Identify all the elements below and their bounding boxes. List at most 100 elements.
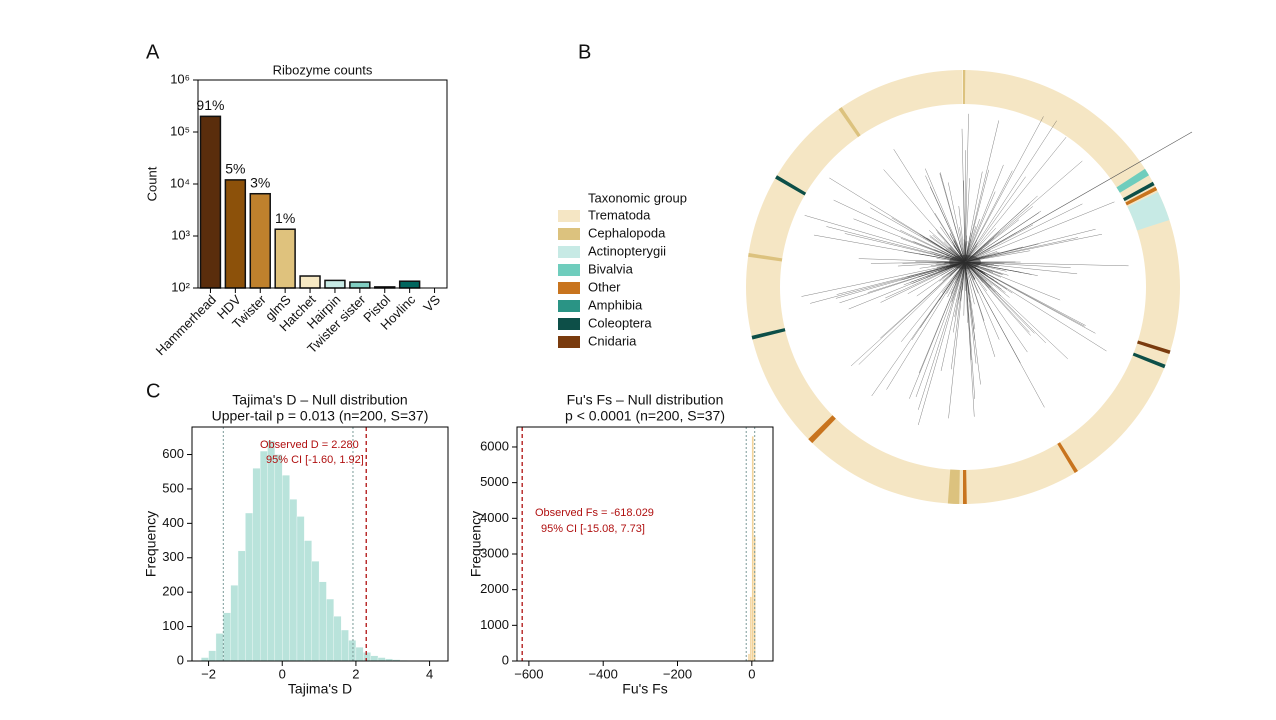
tree-branch [964,113,969,263]
tree-branch [964,261,1071,268]
axes-frame [191,426,449,662]
x-tick-label: −2 [201,666,216,681]
histogram-bar [363,652,371,662]
axes-frame [516,426,774,662]
tree-branch [964,261,1028,353]
histogram-bar [208,650,217,662]
ring-segment [775,175,807,196]
tree-branch [810,261,966,304]
tree-branch [964,210,1042,263]
ring-segment [1137,340,1171,355]
y-tick-label: 10² [171,279,190,294]
ring-segment [1123,181,1155,202]
y-axis-label: Frequency [468,511,484,577]
histogram-bar [230,585,239,662]
tree-branch [839,261,966,304]
legend-label: Other [588,279,621,294]
tree-branch [964,261,977,364]
tree-branch [925,175,966,263]
tree-branch [880,261,966,339]
tree-branch [964,261,996,357]
ring-segment [751,328,786,340]
tree-branch [964,191,996,263]
ring-segment [963,70,966,105]
bar [349,281,371,289]
histogram-bar [252,468,261,662]
bar [299,275,321,289]
y-tick-label: 0 [177,652,184,667]
y-axis-label: Frequency [143,511,159,577]
y-tick-label: 2000 [480,581,509,596]
tree-branch [813,234,966,263]
y-tick-label: 1000 [480,617,509,632]
tree-branch [858,261,966,365]
tree-branch [964,116,1044,263]
histogram-bar [749,596,752,662]
tree-branch [951,261,966,370]
legend-swatch [558,246,580,258]
y-tick-label: 100 [162,618,184,633]
y-tick-label: 5000 [480,474,509,489]
bar-label: 5% [225,161,245,177]
ring-segment [963,469,967,504]
x-tick-label: −200 [663,666,692,681]
tree-branch [964,137,1067,263]
bar [224,179,247,289]
tree-branch [964,261,1021,363]
tree-branch [964,218,980,263]
tree-core [949,255,981,269]
histogram-bar [296,516,305,662]
legend-swatch [558,228,580,240]
y-tick-label: 10⁶ [170,71,190,86]
histogram-bar [341,629,349,662]
tree-branch [801,261,966,297]
tree-branch [964,206,1033,263]
x-tick-label: Hammerhead [153,292,219,358]
x-tick-label: 4 [426,666,433,681]
tree-branch [964,203,1083,263]
y-tick-label: 600 [162,446,184,461]
tree-branch [918,261,966,410]
tree-branch [948,182,966,263]
y-tick-label: 4000 [480,510,509,525]
y-tick-label: 10⁵ [170,123,190,138]
chart-title: Fu's Fs – Null distribution [567,392,724,408]
histogram-bar [274,454,283,662]
annotation: 95% CI [-1.60, 1.92] [266,454,364,466]
histogram-bar [348,640,357,662]
legend-label: Coleoptera [588,315,652,330]
histogram-bar [304,540,312,662]
y-tick-label: 200 [162,584,184,599]
tree-branch [833,199,966,263]
annotation: 95% CI [-15.08, 7.73] [541,523,645,535]
tree-branch [918,261,966,426]
tree-branch [964,171,983,263]
legend-swatch [558,282,580,294]
ring-segment [1057,442,1078,474]
y-tick-label: 0 [502,652,509,667]
y-tick-label: 400 [162,515,184,530]
ring-segment [808,415,836,444]
tree-branch [964,164,1004,263]
histogram-bar [215,633,224,662]
tree-branch [880,261,966,303]
histogram-bar [326,598,334,662]
histogram-bar [223,612,231,662]
tree-branch [964,261,1086,326]
panel-label: B [578,41,591,63]
tree-branch [964,261,1061,301]
histogram-bar [289,499,298,662]
ring-segment [1116,168,1150,193]
histogram-bar [237,550,246,662]
x-tick-label: 0 [748,666,755,681]
tree-branch [964,131,1193,263]
bar-label: 1% [275,210,295,226]
tree-branch [964,169,989,263]
tree-branch [964,261,1000,340]
tree-branch [948,261,966,419]
legend-label: Trematoda [588,207,651,222]
histogram-bar [333,616,342,662]
bar-label: 3% [250,174,270,190]
legend-swatch [558,264,580,276]
